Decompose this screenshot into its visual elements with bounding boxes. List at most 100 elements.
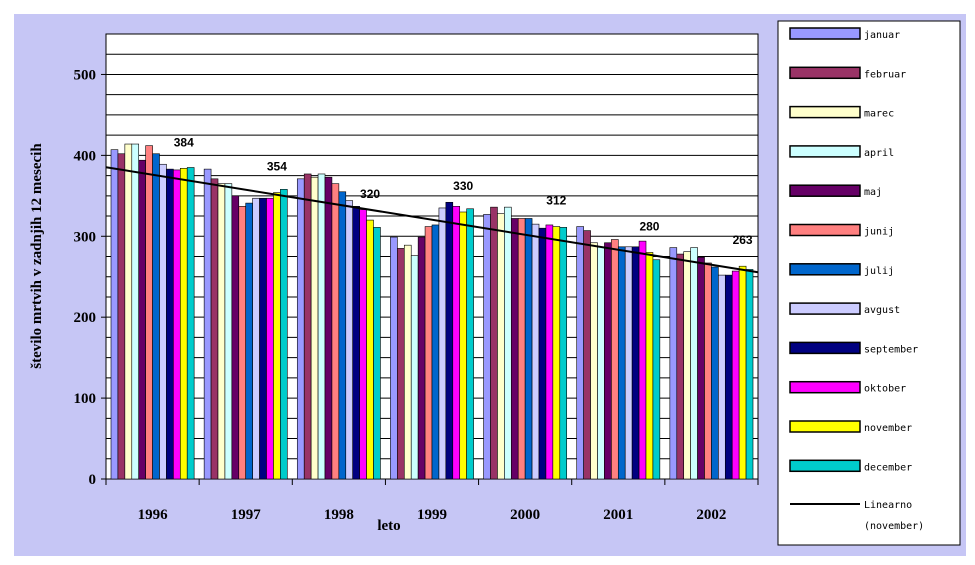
legend-swatch — [789, 380, 861, 394]
bar — [638, 240, 647, 480]
bar — [604, 242, 612, 480]
bar — [683, 251, 691, 480]
legend-swatch — [789, 184, 861, 197]
bar — [445, 201, 454, 480]
bar — [403, 244, 412, 480]
legend-label: september — [864, 344, 918, 355]
bar — [524, 218, 533, 480]
bar — [259, 197, 267, 480]
bar — [510, 218, 519, 480]
bar — [517, 218, 526, 480]
bar — [645, 252, 654, 480]
bar — [224, 183, 233, 480]
bar — [331, 183, 340, 480]
bar — [397, 248, 405, 480]
legend-swatch — [789, 105, 861, 119]
bar — [273, 192, 281, 480]
bar — [166, 168, 174, 480]
legend-swatch — [789, 263, 861, 276]
y-tick-label: 0 — [89, 472, 97, 488]
bar — [597, 246, 605, 480]
bar — [159, 163, 167, 480]
data-label: 384 — [174, 135, 194, 149]
bar — [359, 209, 367, 480]
bar — [669, 247, 678, 480]
bar — [724, 274, 733, 480]
bar — [690, 247, 698, 480]
axes — [101, 73, 759, 485]
data-label: 263 — [733, 233, 753, 247]
legend-label: maj — [864, 187, 882, 198]
bar — [704, 262, 712, 480]
bar — [459, 211, 467, 480]
x-tick-label: 2001 — [603, 507, 633, 523]
bar — [324, 176, 333, 480]
bar — [490, 206, 498, 480]
bar — [652, 259, 661, 480]
x-tick-label: 1999 — [417, 507, 447, 523]
bar — [138, 159, 146, 480]
x-axis-label: leto — [377, 518, 400, 534]
y-tick-label: 300 — [74, 229, 97, 245]
legend-swatch — [789, 145, 861, 158]
bar — [624, 246, 633, 480]
bar — [410, 255, 419, 480]
bar — [466, 208, 474, 480]
bar — [266, 197, 274, 480]
bar — [245, 202, 253, 480]
legend-label: januar — [864, 30, 900, 41]
bar — [296, 178, 305, 480]
bar — [145, 145, 153, 480]
legend-label: april — [864, 148, 894, 159]
x-tick-label: 1997 — [231, 507, 262, 523]
bar — [179, 168, 188, 480]
bar — [203, 168, 212, 480]
bar — [280, 189, 288, 480]
bar — [718, 274, 726, 480]
trend-line — [105, 166, 759, 274]
bar — [711, 266, 719, 480]
legend-label: avgust — [864, 305, 900, 316]
bar — [483, 214, 491, 480]
legend-label: oktober — [864, 384, 906, 395]
legend-label: november — [864, 423, 912, 434]
labels: 0 100 200 300 400 500 1996 384 1997 354 1998 320 199… — [74, 67, 753, 523]
bar — [110, 149, 119, 480]
data-label: 280 — [639, 219, 659, 233]
legend-label: februar — [864, 69, 906, 80]
bar — [186, 167, 195, 480]
y-tick-label: 500 — [74, 67, 97, 83]
legend-label: junij — [864, 227, 894, 238]
bar — [366, 219, 374, 480]
bar — [152, 153, 160, 480]
bar — [531, 223, 540, 480]
legend-label: julij — [864, 266, 894, 277]
legend-swatch — [789, 341, 861, 355]
bar — [452, 206, 461, 480]
bar — [559, 227, 568, 480]
bar — [438, 207, 447, 480]
bar — [252, 197, 260, 480]
bar — [238, 206, 247, 480]
bar — [424, 226, 433, 480]
bar — [676, 253, 685, 480]
data-label: 330 — [453, 179, 473, 193]
x-tick-label: 1998 — [324, 507, 354, 523]
bar — [576, 226, 584, 480]
bar — [497, 213, 505, 480]
legend-trend-label-2: (november) — [864, 521, 924, 532]
data-label: 312 — [546, 194, 566, 208]
x-tick-label: 2000 — [510, 507, 540, 523]
bar — [338, 191, 347, 480]
bar — [352, 206, 360, 480]
bars — [110, 143, 754, 480]
bar — [217, 183, 226, 480]
bar — [317, 173, 326, 480]
bar — [417, 236, 426, 480]
legend-label: december — [864, 462, 912, 473]
trendline — [105, 166, 759, 274]
bar — [303, 173, 312, 480]
legend-swatch — [789, 302, 861, 315]
bar — [504, 206, 512, 480]
bar — [345, 200, 354, 480]
